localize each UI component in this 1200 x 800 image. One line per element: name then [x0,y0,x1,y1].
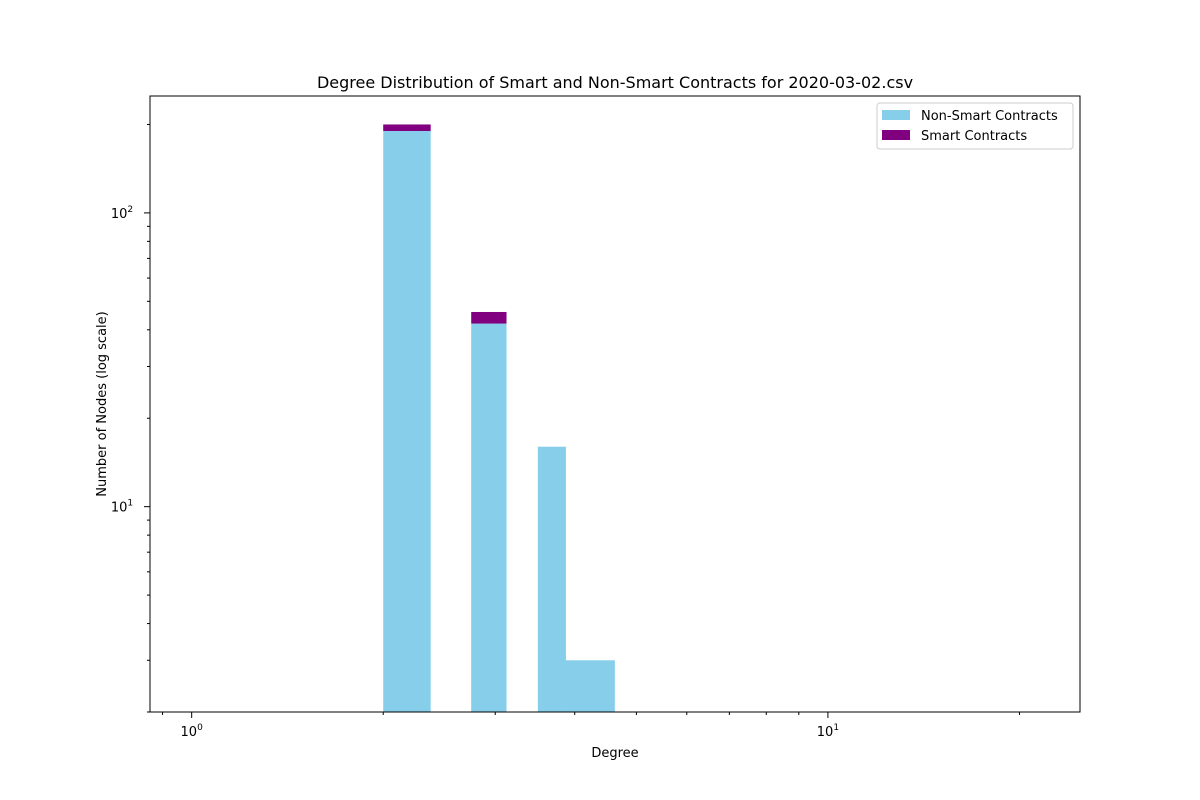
non-smart-bar-4 [591,660,615,712]
non-smart-bar-2 [537,446,566,712]
legend: Non-Smart Contracts Smart Contracts [876,102,1074,150]
smart-bar-0 [383,124,431,132]
non-smart-bar-0 [383,131,431,712]
chart-title: Degree Distribution of Smart and Non-Sma… [317,73,913,92]
x-tick-label-1: 101 [817,723,839,740]
y-axis-label: Number of Nodes (log scale) [95,311,110,496]
y-tick-label-0: 101 [111,499,133,516]
legend-swatch-0 [882,110,910,120]
x-axis-label: Degree [591,746,638,761]
x-axis-ticks: 100 101 [162,712,1020,740]
legend-swatch-1 [882,130,910,140]
non-smart-bar-3 [565,660,592,712]
non-smart-bar-1 [471,323,507,712]
bars-layer [383,124,615,712]
legend-box [876,102,1074,150]
legend-label-1: Smart Contracts [921,129,1027,144]
x-tick-label-0: 100 [181,723,204,740]
plot-frame [149,95,1081,713]
y-tick-label-1: 102 [111,205,133,222]
legend-label-0: Non-Smart Contracts [921,109,1058,124]
smart-bar-1 [471,311,507,324]
y-axis-ticks: 101 102 [111,123,150,713]
